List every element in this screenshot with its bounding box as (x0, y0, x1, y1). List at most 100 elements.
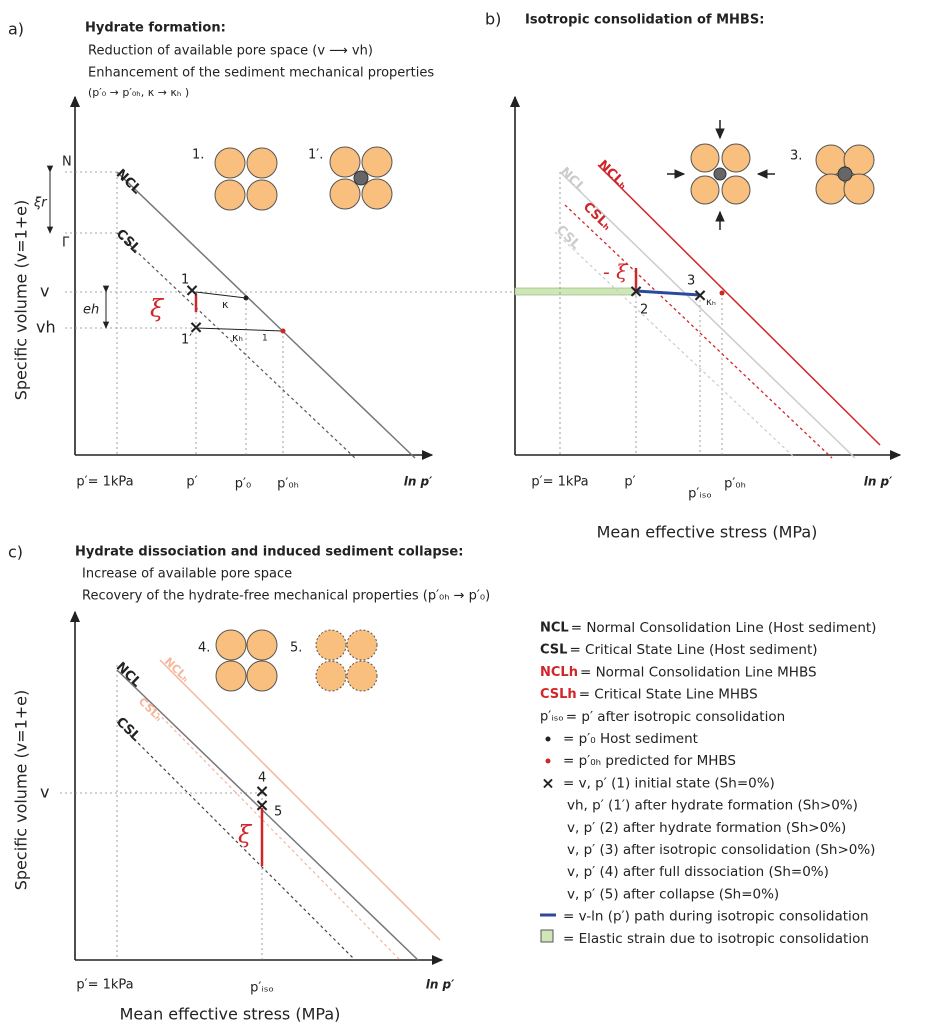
legend-text: = p′ after isotropic consolidation (566, 709, 785, 725)
x-axis-label: Mean effective stress (MPa) (120, 1005, 341, 1024)
line-label: CSLₕ (136, 695, 165, 724)
grain-icon (215, 148, 277, 210)
line-label: NCLₕ (162, 655, 192, 685)
page: MHBS diagram { "panel_a": { "label": "a)… (0, 0, 944, 1025)
legend-text: = Critical State Line (Host sediment) (569, 642, 817, 658)
legend-text: v, p′ (3) after isotropic consolidation … (567, 842, 875, 858)
grain-icon (667, 120, 775, 230)
csl-line (117, 233, 355, 458)
panel-label: a) (8, 20, 24, 39)
guides (50, 172, 520, 455)
legend-text: v, p′ (2) after hydrate formation (Sh>0%… (567, 820, 846, 836)
line-label: NCLₕ (595, 158, 630, 193)
csl-line (117, 722, 355, 960)
body: a) Hydrate formation: Reduction of avail… (0, 0, 944, 1025)
x-label: p′ᵢₛₒ (250, 981, 274, 996)
legend-text: = v, p′ (1) initial state (Sh=0%) (563, 775, 775, 791)
x-label: p′ (624, 475, 635, 490)
y-axis-label: Specific volume (v=1+e) (12, 690, 31, 891)
panel-label: c) (8, 543, 23, 562)
x-label: ln p′ (404, 475, 433, 489)
x-label: p′= 1kPa (76, 475, 133, 490)
kappa-label: κₕ (706, 297, 716, 308)
icon-label: 5. (290, 641, 302, 656)
y-mark: vh (36, 318, 56, 337)
point-label: 3 (687, 274, 695, 289)
xi-label: - ξ (603, 260, 628, 284)
point-label: 2 (640, 303, 648, 318)
point-label: 4 (258, 771, 266, 786)
p0-dot (244, 296, 249, 301)
legend-text: v, p′ (4) after full dissociation (Sh=0%… (567, 864, 829, 880)
xi-label: ξ (150, 295, 165, 323)
grain-icon (216, 630, 277, 691)
x-label: p′₀ₕ (724, 477, 746, 492)
panel-line: Enhancement of the sediment mechanical p… (88, 66, 434, 81)
legend-text: = Critical State Line MHBS (579, 687, 758, 703)
kappa-label: κₕ (232, 331, 243, 344)
legend-symbol (541, 930, 553, 942)
legend-text: = p′₀ₕ predicted for MHBS (563, 753, 736, 769)
slope-label: 1 (262, 334, 268, 344)
legend-symbol (546, 737, 551, 742)
x-label: p′₀ (235, 477, 251, 492)
panel-line: (p′₀ → p′₀ₕ, κ → κₕ ) (88, 86, 189, 99)
x-label: p′ᵢₛₒ (688, 487, 712, 502)
y-mark: ξr (33, 196, 48, 211)
legend-symbol (546, 759, 551, 764)
panel-title: Isotropic consolidation of MHBS: (525, 13, 764, 28)
legend-key: CSLh (540, 687, 577, 702)
line-label: NCL (557, 165, 588, 196)
cross: × (254, 795, 269, 816)
grain-icon (330, 147, 392, 209)
line-label: NCL (113, 660, 144, 691)
legend-symbol: × (541, 774, 554, 793)
cslh-line (145, 700, 400, 960)
panel-line: Reduction of available pore space (v ⟶ v… (88, 44, 373, 59)
xi-label: ξ (238, 821, 253, 849)
icon-label: 4. (198, 641, 210, 656)
legend-text: = v-ln (p′) path during isotropic consol… (563, 909, 869, 925)
nclh-line (160, 660, 440, 940)
legend-text: vh, p′ (1′) after hydrate formation (Sh>… (567, 798, 858, 814)
point-label: 5 (274, 805, 282, 820)
p0h-dot (281, 329, 286, 334)
grain-icon (316, 630, 377, 691)
legend-key: NCLh (540, 665, 578, 680)
kappa-line (196, 292, 246, 298)
y-mark: eh (83, 303, 99, 318)
cross: × (628, 281, 643, 302)
icon-label: 1′. (308, 148, 323, 163)
grain-icon (816, 145, 874, 204)
x-label: p′₀ₕ (277, 477, 299, 492)
line-label: CSL (553, 223, 583, 253)
y-mark: Γ (62, 236, 70, 251)
x-axis-label: Mean effective stress (MPa) (597, 523, 818, 542)
x-label: ln p′ (426, 978, 455, 992)
legend-text: = Elastic strain due to isotropic consol… (563, 931, 869, 947)
icon-label: 1. (192, 148, 204, 163)
figure: a) Hydrate formation: Reduction of avail… (0, 0, 944, 1025)
panel-title: Hydrate formation: (85, 21, 226, 36)
y-mark: v (40, 783, 49, 802)
consolidation-path (636, 291, 700, 295)
legend-text: v, p′ (5) after collapse (Sh=0%) (567, 886, 779, 902)
panel-line: Increase of available pore space (82, 567, 292, 582)
legend-key: NCL (540, 621, 569, 636)
legend-text: = Normal Consolidation Line MHBS (580, 664, 817, 680)
x-label: p′ (186, 475, 197, 490)
legend: × NCL= Normal Consolidation Line (Host s… (540, 620, 876, 947)
y-mark: v (40, 282, 49, 301)
kappa-label: κ (222, 298, 229, 311)
legend-key: CSL (540, 643, 567, 658)
cslh-line (565, 205, 832, 458)
legend-text: = Normal Consolidation Line (Host sedime… (571, 620, 877, 636)
p0h-dot (720, 291, 725, 296)
panel-title: Hydrate dissociation and induced sedimen… (75, 545, 463, 560)
line-label: CSLₕ (580, 200, 614, 234)
y-mark: N (62, 155, 72, 170)
x-label: p′= 1kPa (531, 475, 588, 490)
legend-key: p′ᵢₛₒ (540, 709, 564, 724)
line-label: CSL (113, 715, 143, 745)
icon-label: 3. (790, 149, 802, 164)
